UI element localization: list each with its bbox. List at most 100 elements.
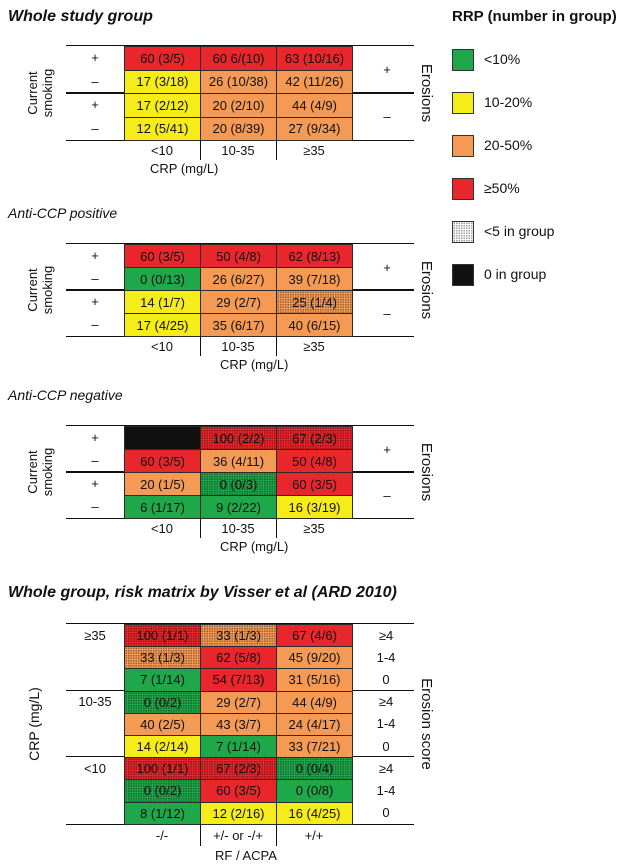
legend-swatch (452, 49, 474, 71)
column-label: <10 (150, 338, 174, 354)
column-separator (276, 823, 277, 846)
column-label: <10 (150, 520, 174, 536)
row-axis-label: CRP (mg/L) (26, 687, 43, 761)
erosion-score-label: 0 (382, 738, 390, 754)
table-cell: 33 (1/3) (200, 624, 277, 648)
table-cell: 29 (2/7) (200, 690, 277, 714)
legend-swatch (452, 221, 474, 243)
column-label: ≥35 (303, 338, 325, 354)
right-axis-label: Erosions (418, 63, 436, 123)
table-cell: 17 (4/25) (124, 313, 201, 337)
crp-group-label: ≥35 (84, 627, 106, 643)
column-label: ≥35 (303, 142, 325, 158)
column-label: -/- (155, 828, 169, 844)
row-label: + (91, 50, 99, 66)
table-cell: 0 (0/3) (200, 472, 277, 496)
table-cell: 0 (0/8) (276, 779, 353, 803)
column-separator (200, 140, 201, 160)
legend-swatch (452, 264, 474, 286)
table-cell: 0 (0/4) (276, 757, 353, 781)
row-axis-label: Current smoking (25, 447, 55, 497)
table-cell: 7 (1/14) (200, 735, 277, 759)
erosion-label: – (383, 487, 391, 503)
table-top-rule (66, 243, 414, 244)
column-separator (276, 140, 277, 160)
row-label: – (91, 499, 99, 514)
table-cell: 9 (2/22) (200, 495, 277, 519)
table-cell: 60 (3/5) (124, 46, 201, 71)
right-axis-label: Erosions (418, 260, 436, 320)
table-cell: 60 (3/5) (124, 449, 201, 473)
legend-swatch (452, 178, 474, 200)
table-cell: 35 (6/17) (200, 313, 277, 337)
table-cell: 67 (4/6) (276, 624, 353, 648)
table-cell: 60 6/(10) (200, 46, 277, 71)
table-cell: 0 (0/13) (124, 267, 201, 291)
erosion-score-label: ≥4 (378, 760, 394, 776)
table-cell: 39 (7/18) (276, 267, 353, 291)
table-cell: 42 (11/26) (276, 69, 353, 94)
table-top-rule (66, 623, 414, 624)
erosion-score-label: ≥4 (378, 694, 394, 710)
column-axis-label: CRP (mg/L) (150, 160, 219, 176)
column-label: +/+ (304, 828, 324, 844)
legend-label: 10-20% (484, 94, 533, 110)
erosion-label: + (383, 259, 391, 275)
erosion-label: – (383, 305, 391, 321)
right-axis-label: Erosion score (418, 678, 436, 770)
panel-title: Whole study group (8, 8, 153, 25)
table-cell: 16 (3/19) (276, 495, 353, 519)
row-label: + (91, 430, 99, 445)
table-cell: 12 (2/16) (200, 801, 277, 825)
row-label: – (91, 317, 99, 332)
table-cell: 29 (2/7) (200, 290, 277, 314)
table-cell: 67 (2/3) (276, 426, 353, 450)
table-cell: 54 (7/13) (200, 668, 277, 692)
table-cell: 26 (6/27) (200, 267, 277, 291)
legend-title: RRP (number in group) (452, 8, 617, 25)
erosion-label: – (383, 109, 391, 124)
table-cell: 8 (1/12) (124, 801, 201, 825)
column-label: 10-35 (221, 142, 255, 158)
erosion-label: + (383, 62, 391, 77)
column-label: ≥35 (303, 520, 325, 536)
erosion-score-label: 0 (382, 805, 390, 821)
column-separator (276, 336, 277, 356)
column-separator (200, 518, 201, 538)
table-cell: 20 (8/39) (200, 116, 277, 141)
table-cell: 33 (1/3) (124, 646, 201, 670)
erosion-score-label: 1-4 (376, 649, 396, 665)
erosion-label: + (383, 441, 391, 457)
legend-label: 0 in group (484, 266, 547, 282)
row-label: + (91, 97, 99, 113)
table-cell: 60 (3/5) (276, 472, 353, 496)
table-cell: 16 (4/25) (276, 801, 353, 825)
column-axis-label: CRP (mg/L) (220, 538, 289, 554)
row-label: + (91, 294, 99, 309)
table-cell: 14 (1/7) (124, 290, 201, 314)
table-cell: 62 (5/8) (200, 646, 277, 670)
table-cell: 0 (0/2) (124, 779, 201, 803)
row-label: – (91, 120, 99, 136)
table-cell: 44 (4/9) (276, 690, 353, 714)
table-cell: 24 (4/17) (276, 712, 353, 736)
column-label: 10-35 (221, 338, 255, 354)
erosion-score-label: 0 (382, 671, 390, 687)
legend-label: 20-50% (484, 137, 533, 153)
table-cell: 12 (5/41) (124, 116, 201, 141)
table-cell: 17 (2/12) (124, 93, 201, 118)
erosion-score-label: ≥4 (378, 627, 394, 643)
row-axis-label: Current smoking (25, 265, 55, 315)
table-cell: 7 (1/14) (124, 668, 201, 692)
legend-label: <5 in group (484, 223, 555, 239)
row-axis-label: Current smoking (25, 68, 55, 118)
legend-label: ≥50% (484, 180, 520, 196)
column-separator (200, 823, 201, 846)
table-cell: 43 (3/7) (200, 712, 277, 736)
table-cell: 26 (10/38) (200, 69, 277, 94)
panel-title: Anti-CCP positive (8, 205, 118, 221)
column-separator (200, 336, 201, 356)
table-cell: 33 (7/21) (276, 735, 353, 759)
table-cell: 45 (9/20) (276, 646, 353, 670)
table-cell: 17 (3/18) (124, 69, 201, 94)
